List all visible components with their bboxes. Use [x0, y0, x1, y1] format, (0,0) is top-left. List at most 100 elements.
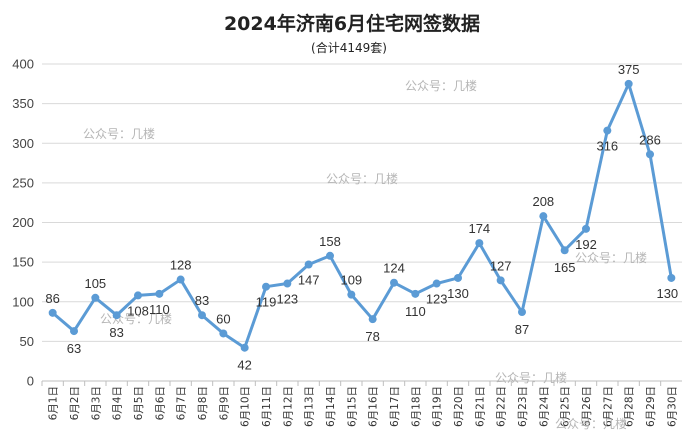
- x-tick-label: 6月2日: [69, 386, 81, 420]
- x-tick-label: 6月19日: [432, 386, 444, 427]
- watermarks: 公众号：几楼 公众号：几楼 公众号：几楼 公众号：几楼 公众号：几楼 公众号：几…: [83, 78, 647, 431]
- data-point: [411, 289, 420, 298]
- x-tick-label: 6月12日: [282, 386, 294, 427]
- y-tick-label: 350: [12, 96, 34, 111]
- data-point: [539, 212, 548, 221]
- data-label: 130: [656, 286, 678, 301]
- data-label: 316: [596, 139, 618, 154]
- chart-subtitle: (合计4149套): [311, 40, 387, 55]
- y-tick-label: 150: [12, 255, 34, 270]
- x-tick-label: 6月15日: [346, 386, 358, 427]
- x-tick-label: 6月6日: [154, 386, 166, 420]
- watermark: 公众号：几楼: [326, 171, 398, 186]
- data-label: 87: [515, 322, 529, 337]
- watermark: 公众号：几楼: [555, 416, 627, 431]
- data-label: 130: [447, 286, 469, 301]
- data-point: [368, 315, 377, 324]
- data-point: [582, 224, 590, 233]
- data-label: 110: [149, 302, 170, 317]
- data-point: [283, 279, 292, 288]
- x-tick-label: 6月7日: [176, 386, 188, 420]
- data-label: 147: [298, 273, 320, 288]
- data-label: 42: [237, 358, 251, 373]
- x-tick-label: 6月8日: [197, 386, 209, 420]
- data-label: 375: [618, 62, 640, 77]
- data-label: 60: [216, 311, 230, 326]
- x-tick-label: 6月25日: [560, 386, 572, 427]
- data-label: 109: [340, 273, 362, 288]
- data-point: [176, 275, 185, 284]
- data-label: 105: [84, 276, 106, 291]
- data-label: 208: [532, 194, 554, 209]
- x-tick-label: 6月13日: [304, 386, 316, 427]
- data-point: [155, 289, 164, 298]
- watermark: 公众号：几楼: [495, 370, 567, 385]
- x-tick-label: 6月1日: [48, 386, 60, 420]
- data-label: 108: [127, 303, 149, 318]
- x-tick-label: 6月21日: [474, 386, 486, 427]
- x-tick-label: 6月27日: [602, 386, 614, 427]
- chart-title: 2024年济南6月住宅网签数据: [224, 12, 480, 35]
- data-point: [219, 329, 228, 338]
- data-point: [454, 273, 462, 282]
- x-tick-label: 6月26日: [581, 386, 593, 427]
- data-point: [347, 290, 356, 299]
- y-tick-label: 300: [12, 136, 34, 151]
- data-point: [475, 239, 484, 248]
- y-tick-label: 250: [12, 175, 34, 190]
- x-axis: 6月1日 6月2日 6月3日 6月4日 6月5日 6月6日 6月7日 6月8日 6月9日 6月10…: [41, 381, 678, 427]
- data-point: [603, 126, 612, 135]
- data-label: 78: [365, 329, 379, 344]
- x-tick-label: 6月11日: [261, 386, 273, 427]
- gridlines: [42, 63, 682, 382]
- data-label: 124: [383, 261, 405, 276]
- data-label: 83: [195, 293, 209, 308]
- data-point: [624, 79, 633, 88]
- y-axis: 0 50 100 150 200 250 300 350 400: [12, 57, 34, 389]
- y-tick-label: 0: [27, 374, 34, 389]
- x-tick-label: 6月10日: [240, 386, 252, 427]
- data-label: 123: [276, 292, 298, 307]
- data-point: [304, 260, 313, 269]
- x-tick-label: 6月23日: [517, 386, 529, 427]
- x-tick-label: 6月17日: [389, 386, 401, 427]
- x-tick-label: 6月14日: [325, 386, 337, 427]
- series-网签: [48, 79, 676, 352]
- x-tick-label: 6月18日: [410, 386, 422, 427]
- data-label: 119: [256, 295, 277, 310]
- data-point: [432, 279, 441, 288]
- watermark: 公众号：几楼: [575, 250, 647, 265]
- data-point: [48, 308, 57, 317]
- y-tick-label: 100: [12, 294, 34, 309]
- x-tick-label: 6月29日: [645, 386, 657, 427]
- x-tick-label: 6月20日: [453, 386, 465, 427]
- data-label: 63: [67, 341, 81, 356]
- data-point: [70, 327, 78, 336]
- data-label: 110: [405, 304, 426, 319]
- data-point: [518, 308, 526, 317]
- x-tick-label: 6月22日: [496, 386, 508, 427]
- data-label: 174: [468, 221, 490, 236]
- y-tick-label: 50: [20, 334, 34, 349]
- x-tick-label: 6月3日: [90, 386, 102, 420]
- data-point: [646, 150, 654, 159]
- data-label: 127: [490, 258, 512, 273]
- y-tick-label: 200: [12, 215, 34, 230]
- data-point: [240, 343, 249, 352]
- data-point: [262, 282, 270, 291]
- data-label: 128: [170, 258, 192, 273]
- data-point: [667, 273, 676, 282]
- data-point: [390, 278, 398, 287]
- data-label: 158: [319, 234, 341, 249]
- data-label: 123: [426, 292, 448, 307]
- x-tick-label: 6月16日: [368, 386, 380, 427]
- y-tick-label: 400: [12, 57, 34, 72]
- data-point: [496, 276, 505, 285]
- x-tick-label: 6月4日: [112, 386, 124, 420]
- watermark: 公众号：几楼: [405, 78, 477, 93]
- data-label: 286: [639, 132, 661, 147]
- watermark: 公众号：几楼: [83, 126, 155, 141]
- x-tick-label: 6月24日: [538, 386, 550, 427]
